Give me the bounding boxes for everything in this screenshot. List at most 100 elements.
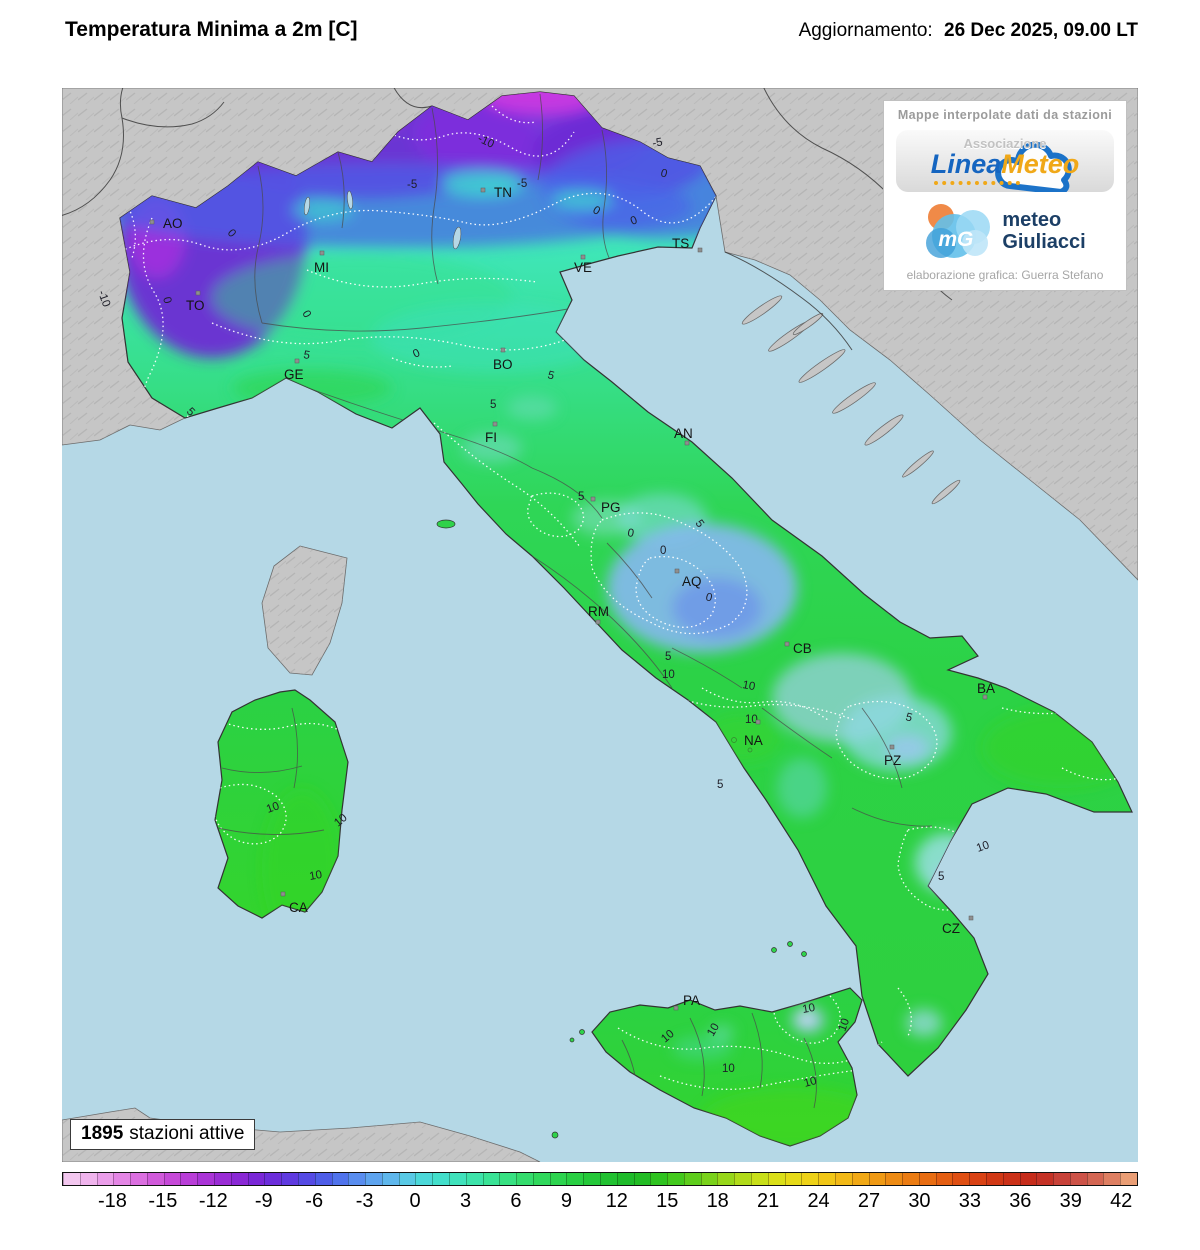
scale-cell	[969, 1173, 986, 1185]
city-dot	[684, 440, 690, 446]
city-label-aq: AQ	[682, 574, 702, 589]
scale-cell	[96, 1173, 114, 1185]
lineameteo-name: LineaMeteo	[930, 149, 1080, 179]
scale-cell	[885, 1173, 903, 1185]
scale-tick-label: 18	[706, 1190, 729, 1212]
alpine-lakes	[303, 190, 462, 250]
city-label-mi: MI	[314, 260, 329, 275]
scale-cell	[902, 1173, 919, 1185]
contour-label: 0	[704, 591, 713, 604]
contour-label: 10	[741, 679, 756, 693]
contour-label: 0	[659, 167, 668, 180]
scale-cell	[146, 1173, 164, 1185]
contour-label: 10	[803, 1075, 818, 1090]
scale-cell	[398, 1173, 416, 1185]
city-dot	[480, 187, 486, 193]
logo-box-title: Mappe interpolate dati da stazioni	[897, 108, 1113, 122]
scale-cell	[683, 1173, 701, 1185]
scale-cell	[314, 1173, 332, 1185]
contour-label: 0	[591, 204, 603, 218]
scale-cell	[549, 1173, 567, 1185]
scale-cell	[868, 1173, 886, 1185]
scale-cell	[818, 1173, 835, 1185]
dalmatian-islands	[741, 295, 961, 505]
mg-monogram: mG	[938, 228, 974, 251]
scale-tick-label: 36	[1009, 1190, 1032, 1212]
scale-cell	[918, 1173, 936, 1185]
scale-cell	[600, 1173, 617, 1185]
scale-cell	[432, 1173, 449, 1185]
scale-cell	[1120, 1173, 1137, 1185]
credit-text: elaborazione grafica: Guerra Stefano	[906, 268, 1104, 282]
scale-cell	[348, 1173, 366, 1185]
city-dot	[294, 358, 300, 364]
scale-cell	[331, 1173, 349, 1185]
scale-cell	[801, 1173, 819, 1185]
city-dot	[580, 254, 586, 260]
contour-label: 5	[546, 369, 555, 382]
scale-cell	[616, 1173, 634, 1185]
scale-cell	[1103, 1173, 1121, 1185]
scale-cell	[482, 1173, 500, 1185]
scale-tick-label: 33	[958, 1190, 981, 1212]
city-dot	[982, 694, 988, 700]
city-label-ca: CA	[289, 900, 308, 915]
dotted-contours	[120, 105, 1121, 1090]
scale-cell	[650, 1173, 668, 1185]
scale-cell	[465, 1173, 483, 1185]
scale-tick-label: 42	[1110, 1190, 1133, 1212]
city-dot	[673, 1005, 679, 1011]
scale-tick-label: 15	[656, 1190, 679, 1212]
city-label-ts: TS	[672, 236, 689, 251]
contour-label: 0	[411, 347, 422, 361]
contour-label: 0	[299, 309, 313, 321]
contour-label: 5	[578, 491, 584, 503]
scale-cell	[180, 1173, 198, 1185]
contour-label: -10	[95, 289, 112, 309]
city-label-fi: FI	[485, 430, 497, 445]
scale-cell	[281, 1173, 298, 1185]
scale-tick-label: -6	[305, 1190, 324, 1212]
contour-label: 10	[801, 1002, 816, 1016]
scale-cell	[365, 1173, 382, 1185]
scale-tick-label: 24	[807, 1190, 830, 1212]
scale-cell	[952, 1173, 970, 1185]
scale-cell	[700, 1173, 718, 1185]
scale-gradient	[62, 1172, 1138, 1186]
scale-cell	[415, 1173, 433, 1185]
meteogiuliacci-name: meteo Giuliacci	[1002, 209, 1086, 253]
city-dot	[319, 250, 325, 256]
map-area: -10 -5 -5 -5 0 0 -10 0 0 0 0 5 0 5 5 5 5 0 5 0 0 5 10 10 10 5 5 10 5…	[62, 88, 1138, 1162]
contour-label: 5	[665, 651, 671, 663]
scale-cell	[734, 1173, 752, 1185]
scale-tick-label: -12	[198, 1190, 228, 1212]
update-value: 26 Dec 2025, 09.00 LT	[944, 20, 1138, 41]
scale-cell	[230, 1173, 248, 1185]
scale-tick-label: 0	[409, 1190, 421, 1212]
contour-label: -5	[517, 178, 527, 190]
scale-cell	[1086, 1173, 1104, 1185]
contour-label: 0	[626, 527, 634, 540]
contour-label: 5	[938, 871, 944, 883]
city-dot	[149, 219, 155, 225]
city-dot	[968, 915, 974, 921]
scale-cell	[1036, 1173, 1054, 1185]
city-label-cb: CB	[793, 641, 812, 656]
scale-tick-label: 39	[1059, 1190, 1082, 1212]
scale-cell	[79, 1173, 97, 1185]
city-dot	[595, 619, 601, 625]
scale-tick-label: 9	[560, 1190, 572, 1212]
scale-cell	[566, 1173, 584, 1185]
contour-label: 10	[705, 1021, 722, 1038]
city-label-ge: GE	[284, 367, 304, 382]
scale-cell	[767, 1173, 785, 1185]
contour-label: 0	[160, 296, 173, 305]
contour-label: -5	[651, 136, 663, 150]
scale-tick-label: 3	[459, 1190, 472, 1212]
city-dot	[195, 290, 201, 296]
contour-label: 5	[904, 711, 913, 724]
city-label-pa: PA	[683, 993, 700, 1008]
scale-tick-label: -15	[148, 1190, 178, 1212]
scale-tick-label: -9	[254, 1190, 273, 1212]
contour-label: 10	[745, 714, 758, 726]
